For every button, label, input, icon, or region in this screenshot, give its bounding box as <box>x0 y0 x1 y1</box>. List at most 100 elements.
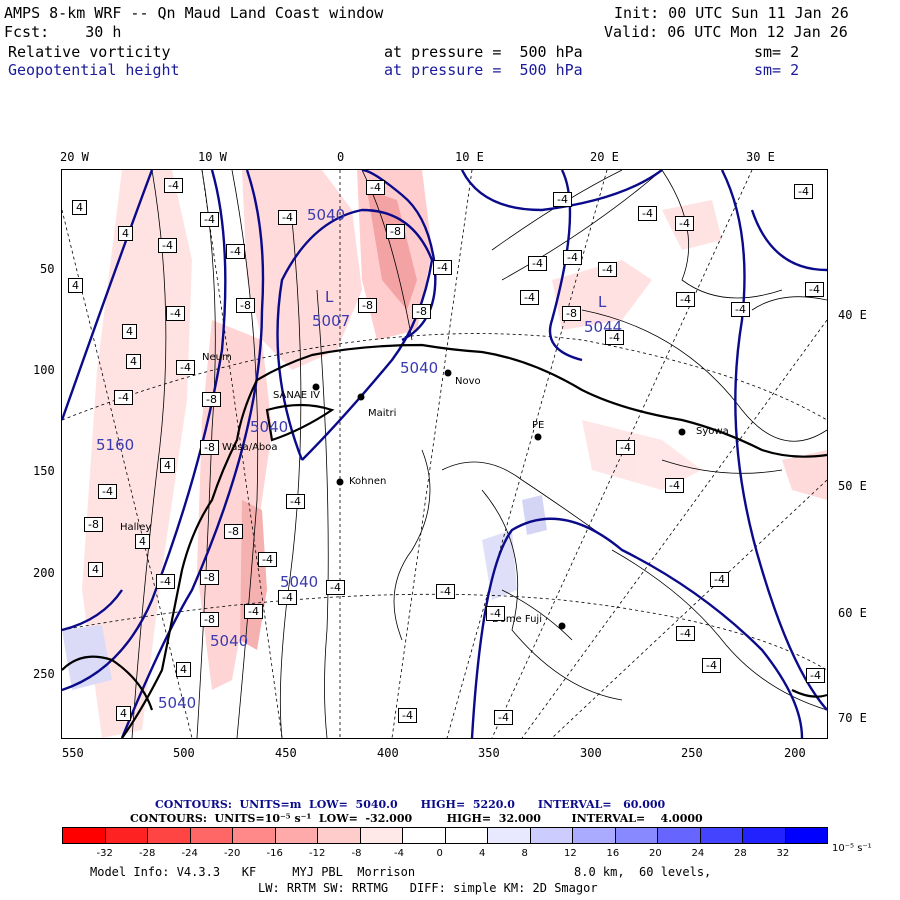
station-dot <box>534 433 542 441</box>
model-physics: LW: RRTM SW: RRTMG DIFF: simple KM: 2D S… <box>258 881 598 895</box>
lon-label-right: 40 E <box>838 308 867 322</box>
colorbar-tick-label: 20 <box>649 848 662 859</box>
vorticity-label: -8 <box>200 612 219 627</box>
meridian-line <box>551 479 827 738</box>
colorbar-swatch <box>572 827 616 844</box>
y-tick-label: 200 <box>33 566 55 580</box>
vorticity-label: -4 <box>398 708 417 723</box>
vorticity-label: 4 <box>135 534 150 549</box>
colorbar-swatch <box>699 827 743 844</box>
field1-name: Relative vorticity <box>8 43 171 61</box>
colorbar-swatch <box>402 827 446 844</box>
x-tick-label: 300 <box>580 746 602 760</box>
lon-label: 10 E <box>455 150 484 164</box>
vorticity-label: -8 <box>200 440 219 455</box>
height-contour <box>120 170 265 738</box>
vorticity-label: -4 <box>433 260 452 275</box>
vorticity-label: -4 <box>605 330 624 345</box>
field1-level: at pressure = 500 hPa <box>384 43 583 61</box>
lon-label: 20 W <box>60 150 89 164</box>
vorticity-label: -8 <box>236 298 255 313</box>
vorticity-label: -4 <box>494 710 513 725</box>
colorbar-tick-label: -16 <box>266 848 283 859</box>
place-label-kohnen: Kohnen <box>349 476 387 487</box>
colorbar-tick-label: 28 <box>734 848 747 859</box>
height-contour <box>276 208 434 461</box>
coastline-path <box>121 379 258 738</box>
vorticity-label: -4 <box>366 180 385 195</box>
x-tick-label: 500 <box>173 746 195 760</box>
field2-name: Geopotential height <box>8 61 180 79</box>
low-marker: L <box>598 293 607 311</box>
vorticity-label: -4 <box>200 212 219 227</box>
model-resolution: 8.0 km, 60 levels, <box>574 865 712 879</box>
vorticity-label: -4 <box>436 584 455 599</box>
colorbar-tick-label: 12 <box>564 848 577 859</box>
vorticity-label: 4 <box>68 278 83 293</box>
colorbar-swatch <box>657 827 701 844</box>
vorticity-label: 4 <box>88 562 103 577</box>
vorticity-label: -8 <box>200 570 219 585</box>
vorticity-label: -4 <box>286 494 305 509</box>
vorticity-label: 4 <box>122 324 137 339</box>
coastline <box>62 343 827 738</box>
vorticity-label: -4 <box>176 360 195 375</box>
vorticity-label: 4 <box>118 226 133 241</box>
vorticity-label: 4 <box>126 354 141 369</box>
colorbar-swatch <box>147 827 191 844</box>
vorticity-label: -8 <box>386 224 405 239</box>
vorticity-label: -4 <box>244 604 263 619</box>
lon-label-right: 70 E <box>838 711 867 725</box>
x-tick-label: 550 <box>62 746 84 760</box>
y-tick-label: 100 <box>33 363 55 377</box>
vorticity-contour-legend: CONTOURS: UNITS=10⁻⁵ s⁻¹ LOW= -32.000 HI… <box>130 812 703 825</box>
vorticity-label: -4 <box>563 250 582 265</box>
colorbar-swatch <box>317 827 361 844</box>
lon-label: 0 <box>337 150 345 164</box>
station-dot <box>336 478 344 486</box>
lon-label-right: 50 E <box>838 479 867 493</box>
colorbar-swatch <box>232 827 276 844</box>
height-contour <box>750 209 827 272</box>
valid-time: Valid: 06 UTC Mon 12 Jan 26 <box>604 23 848 41</box>
colorbar-tick-label: 32 <box>776 848 790 859</box>
init-time: Init: 00 UTC Sun 11 Jan 26 <box>614 4 849 22</box>
height-label: 5040 <box>400 359 439 377</box>
vorticity-label: -8 <box>412 304 431 319</box>
height-label: 5040 <box>250 418 289 436</box>
vorticity-label: -8 <box>202 392 221 407</box>
place-label-maitri: Maitri <box>368 408 397 419</box>
height-label: 5007 <box>312 312 351 330</box>
vorticity-label: 4 <box>116 706 131 721</box>
station-dot <box>444 369 452 377</box>
vorticity-label: -4 <box>520 290 539 305</box>
height-label: 5040 <box>307 206 346 224</box>
place-label-halley: Halley <box>120 522 152 533</box>
vorticity-label: -4 <box>806 668 825 683</box>
colorbar-swatch <box>274 827 318 844</box>
field1-smoothing: sm= 2 <box>754 43 800 61</box>
vorticity-label: -4 <box>486 606 505 621</box>
vorticity-label: -8 <box>358 298 377 313</box>
lon-label-right: 60 E <box>838 606 867 620</box>
positive-vorticity-area <box>242 170 362 370</box>
coastline-path <box>62 655 154 711</box>
y-tick-label: 250 <box>33 667 55 681</box>
station-dot <box>558 622 566 630</box>
colorbar-swatch <box>529 827 573 844</box>
vorticity-label: -4 <box>278 590 297 605</box>
vorticity-label: -4 <box>156 574 175 589</box>
vorticity-label: -4 <box>675 216 694 231</box>
vorticity-label: -4 <box>164 178 183 193</box>
height-contour <box>62 170 227 692</box>
colorbar-swatch <box>784 827 828 844</box>
meridian-line <box>521 319 827 738</box>
vorticity-label: -4 <box>278 210 297 225</box>
colorbar-swatch <box>444 827 488 844</box>
colorbar-tick-label: 24 <box>691 848 705 859</box>
vorticity-label: 4 <box>160 458 175 473</box>
model-info: Model Info: V4.3.3 KF MYJ PBL Morrison <box>90 865 416 879</box>
positive-vorticity-area <box>197 320 272 690</box>
colorbar-tick-label: 4 <box>479 848 486 859</box>
colorbar-swatch <box>189 827 233 844</box>
